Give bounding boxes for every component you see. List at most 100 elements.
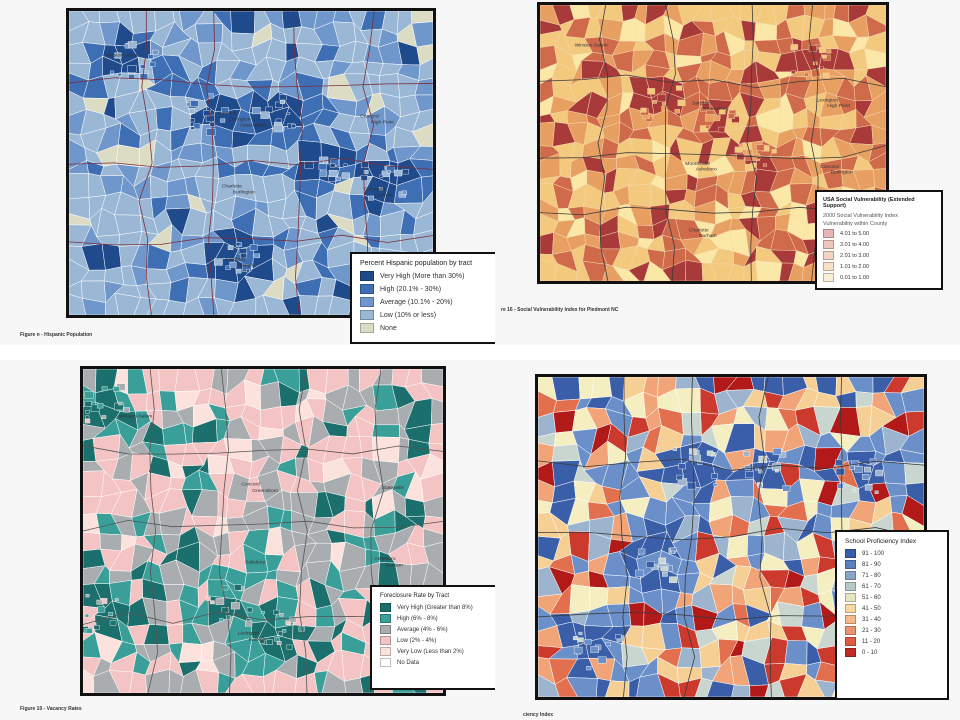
urban-tract[interactable] — [240, 252, 247, 259]
urban-tract[interactable] — [85, 594, 90, 598]
census-tract[interactable] — [754, 22, 777, 42]
urban-tract[interactable] — [669, 576, 678, 583]
urban-tract[interactable] — [597, 656, 607, 664]
urban-tract[interactable] — [219, 617, 224, 622]
census-tract[interactable] — [591, 377, 613, 399]
census-tract[interactable] — [428, 423, 443, 445]
census-tract[interactable] — [168, 668, 184, 693]
census-tract[interactable] — [98, 11, 120, 24]
census-tract[interactable] — [409, 158, 433, 178]
census-tract[interactable] — [281, 11, 302, 30]
urban-tract[interactable] — [728, 113, 735, 119]
census-tract[interactable] — [409, 146, 433, 161]
urban-tract[interactable] — [578, 631, 583, 636]
urban-tract[interactable] — [573, 636, 578, 641]
urban-tract[interactable] — [772, 448, 782, 455]
census-tract[interactable] — [225, 673, 254, 693]
urban-tract[interactable] — [615, 634, 622, 640]
urban-tract[interactable] — [661, 566, 668, 572]
census-tract[interactable] — [643, 260, 672, 281]
urban-tract[interactable] — [190, 118, 195, 123]
census-tract[interactable] — [299, 295, 319, 315]
census-tract[interactable] — [104, 292, 119, 315]
census-tract[interactable] — [863, 90, 886, 118]
urban-tract[interactable] — [286, 644, 293, 650]
urban-tract[interactable] — [605, 642, 611, 647]
urban-tract[interactable] — [341, 172, 350, 180]
urban-tract[interactable] — [101, 415, 107, 419]
census-tract[interactable] — [538, 674, 560, 697]
census-tract[interactable] — [228, 298, 257, 315]
census-tract[interactable] — [864, 31, 886, 54]
census-tract[interactable] — [710, 263, 734, 281]
urban-tract[interactable] — [152, 49, 159, 55]
census-tract[interactable] — [241, 673, 266, 693]
census-tract[interactable] — [294, 672, 318, 693]
census-tract[interactable] — [779, 262, 795, 281]
census-tract[interactable] — [421, 175, 433, 204]
urban-tract[interactable] — [85, 415, 90, 419]
urban-tract[interactable] — [402, 168, 409, 175]
urban-tract[interactable] — [109, 620, 117, 626]
census-tract[interactable] — [575, 260, 591, 281]
urban-tract[interactable] — [638, 548, 646, 555]
urban-tract[interactable] — [706, 450, 714, 456]
census-tract[interactable] — [214, 297, 235, 315]
urban-tract[interactable] — [864, 484, 873, 491]
census-tract[interactable] — [779, 673, 808, 697]
census-tract[interactable] — [863, 109, 886, 131]
urban-tract[interactable] — [190, 100, 199, 108]
census-tract[interactable] — [321, 670, 347, 693]
urban-tract[interactable] — [335, 176, 341, 181]
census-tract[interactable] — [259, 406, 284, 431]
map-vacancy-rates[interactable]: Winston-Salem Greensboro Durham Raleigh Stat… — [80, 366, 446, 696]
urban-tract[interactable] — [123, 407, 130, 413]
urban-tract[interactable] — [285, 620, 291, 625]
census-tract[interactable] — [421, 382, 443, 403]
census-tract[interactable] — [905, 482, 924, 507]
census-tract[interactable] — [314, 295, 334, 315]
census-tract[interactable] — [873, 168, 886, 191]
urban-tract[interactable] — [734, 146, 743, 153]
urban-tract[interactable] — [279, 613, 284, 617]
urban-tract[interactable] — [128, 74, 135, 80]
urban-tract[interactable] — [767, 465, 772, 469]
urban-tract[interactable] — [277, 631, 283, 636]
urban-tract[interactable] — [875, 469, 884, 477]
census-tract[interactable] — [99, 533, 123, 552]
urban-tract[interactable] — [221, 107, 229, 114]
census-tract[interactable] — [263, 669, 277, 693]
census-tract[interactable] — [93, 670, 121, 693]
urban-tract[interactable] — [736, 153, 745, 161]
census-tract[interactable] — [159, 390, 178, 412]
urban-tract[interactable] — [791, 70, 796, 74]
urban-tract[interactable] — [744, 465, 751, 471]
census-tract[interactable] — [418, 58, 433, 81]
census-tract[interactable] — [611, 265, 640, 281]
census-tract[interactable] — [706, 680, 735, 697]
urban-tract[interactable] — [635, 569, 644, 577]
urban-tract[interactable] — [745, 471, 754, 479]
urban-tract[interactable] — [84, 391, 94, 399]
urban-tract[interactable] — [791, 44, 799, 50]
census-tract[interactable] — [144, 668, 171, 693]
urban-tract[interactable] — [280, 99, 285, 104]
urban-tract[interactable] — [140, 64, 146, 69]
census-tract[interactable] — [344, 677, 364, 693]
urban-tract[interactable] — [401, 190, 407, 195]
urban-tract[interactable] — [677, 99, 686, 107]
census-tract[interactable] — [411, 108, 433, 133]
urban-tract[interactable] — [662, 572, 668, 577]
census-tract[interactable] — [262, 294, 290, 315]
urban-tract[interactable] — [96, 403, 104, 409]
census-tract[interactable] — [628, 602, 645, 627]
census-tract[interactable] — [553, 410, 576, 434]
census-tract[interactable] — [165, 193, 192, 210]
census-tract[interactable] — [411, 11, 433, 24]
urban-tract[interactable] — [363, 169, 369, 175]
urban-tract[interactable] — [226, 615, 231, 620]
urban-tract[interactable] — [835, 459, 843, 466]
census-tract[interactable] — [194, 23, 223, 44]
census-tract[interactable] — [678, 677, 702, 697]
urban-tract[interactable] — [701, 103, 710, 110]
